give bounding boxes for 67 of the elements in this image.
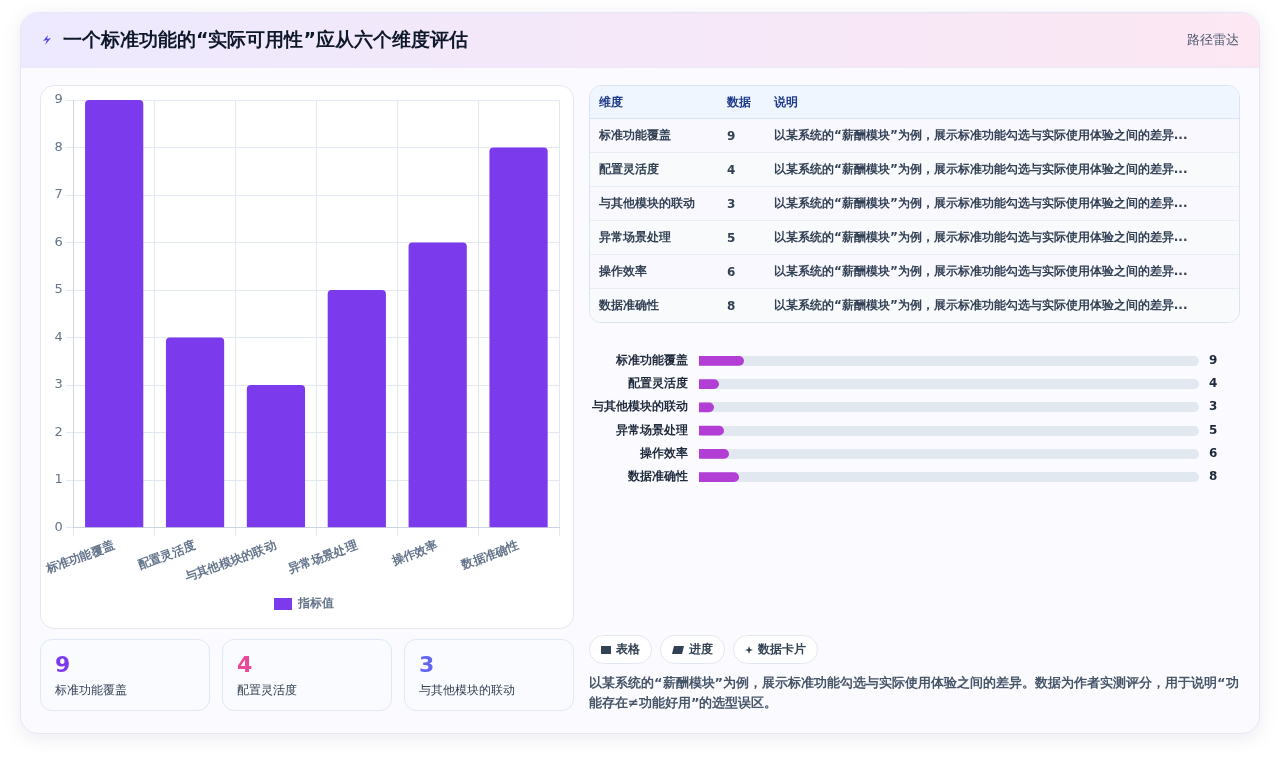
chart-title: 一个标准功能的“实际可用性”应从六个维度评估 — [63, 27, 468, 52]
x-tick-label: 异常场景处理 — [285, 538, 359, 577]
text: 表格 — [616, 641, 640, 658]
y-tick-label: 1 — [54, 471, 63, 487]
y-tick-label: 7 — [54, 186, 63, 202]
data-label: 4 — [237, 652, 254, 678]
data-label: 8 — [1209, 469, 1218, 484]
text: 路径雷达 — [1187, 31, 1239, 49]
bar — [489, 147, 548, 528]
text: 以某系统的“薪酬模块”为例，展示标准功能勾选与实际使用体验之间的差异... — [774, 264, 1188, 278]
bar — [327, 290, 386, 528]
bar — [408, 242, 467, 528]
text: 进度 — [689, 641, 713, 658]
bar — [699, 449, 729, 459]
y-tick-label: 标准功能覆盖 — [615, 352, 688, 367]
data-label: 3 — [727, 196, 737, 211]
text: 以某系统的“薪酬模块”为例，展示标准功能勾选与实际使用体验之间的差异... — [774, 127, 1188, 144]
y-tick-label: 5 — [54, 281, 63, 297]
text: 以某系统的“薪酬模块”为例，展示标准功能勾选与实际使用体验之间的差异。数据为作者实测评分，用于说明“功能存在≠功能好用”的选型误区。 — [589, 674, 1239, 712]
category-label: 配置灵活度 — [598, 161, 660, 178]
category-label: 数据准确性 — [598, 297, 660, 314]
y-tick-label: 与其他模块的联动 — [591, 399, 688, 414]
y-tick-label: 2 — [54, 423, 63, 439]
bar — [699, 355, 744, 366]
bar — [85, 100, 144, 528]
text: 数据卡片 — [758, 641, 806, 658]
category-label: 配置灵活度 — [237, 682, 298, 699]
x-tick-label: 操作效率 — [388, 538, 440, 568]
data-label: 3 — [1209, 399, 1218, 414]
y-tick-label: 0 — [54, 519, 63, 535]
legend-label: 指标值 — [297, 596, 334, 611]
x-tick-label: 数据准确性 — [458, 538, 521, 573]
data-label: 3 — [419, 652, 436, 678]
text: 以某系统的“薪酬模块”为例，展示标准功能勾选与实际使用体验之间的差异... — [774, 298, 1188, 312]
y-tick-label: 9 — [54, 91, 63, 107]
category-label: 与其他模块的联动 — [419, 682, 516, 699]
y-tick-label: 6 — [54, 233, 63, 249]
bar — [246, 385, 306, 528]
y-tick-label: 数据准确性 — [627, 469, 688, 484]
data-label: 5 — [1209, 422, 1218, 437]
data-label: 4 — [727, 162, 737, 177]
text: 以某系统的“薪酬模块”为例，展示标准功能勾选与实际使用体验之间的差异... — [774, 162, 1188, 176]
y-tick-label: 异常场景处理 — [615, 422, 688, 437]
data-label: 4 — [1209, 376, 1218, 391]
text: 数据 — [727, 93, 752, 111]
y-tick-label: 操作效率 — [639, 446, 688, 461]
y-tick-label: 3 — [54, 376, 63, 392]
category-label: 操作效率 — [598, 263, 648, 280]
bar — [699, 379, 719, 389]
bar — [165, 337, 225, 528]
category-label: 异常场景处理 — [598, 229, 672, 246]
data-label: 9 — [1209, 352, 1218, 367]
y-tick-label: 4 — [54, 328, 63, 344]
text: 说明 — [774, 93, 798, 111]
data-label: 9 — [727, 128, 737, 143]
data-label: 8 — [727, 298, 737, 313]
text: 以某系统的“薪酬模块”为例，展示标准功能勾选与实际使用体验之间的差异... — [774, 196, 1188, 210]
data-label: 5 — [727, 230, 737, 245]
category-label: 标准功能覆盖 — [598, 127, 672, 144]
text: 以某系统的“薪酬模块”为例，展示标准功能勾选与实际使用体验之间的差异... — [774, 230, 1188, 244]
data-label: 6 — [1209, 446, 1218, 461]
text: 维度 — [598, 93, 624, 111]
y-tick-label: 配置灵活度 — [628, 376, 688, 391]
bar — [699, 425, 724, 436]
bar — [699, 472, 739, 483]
data-label: 6 — [727, 264, 737, 279]
y-tick-label: 8 — [54, 138, 63, 154]
